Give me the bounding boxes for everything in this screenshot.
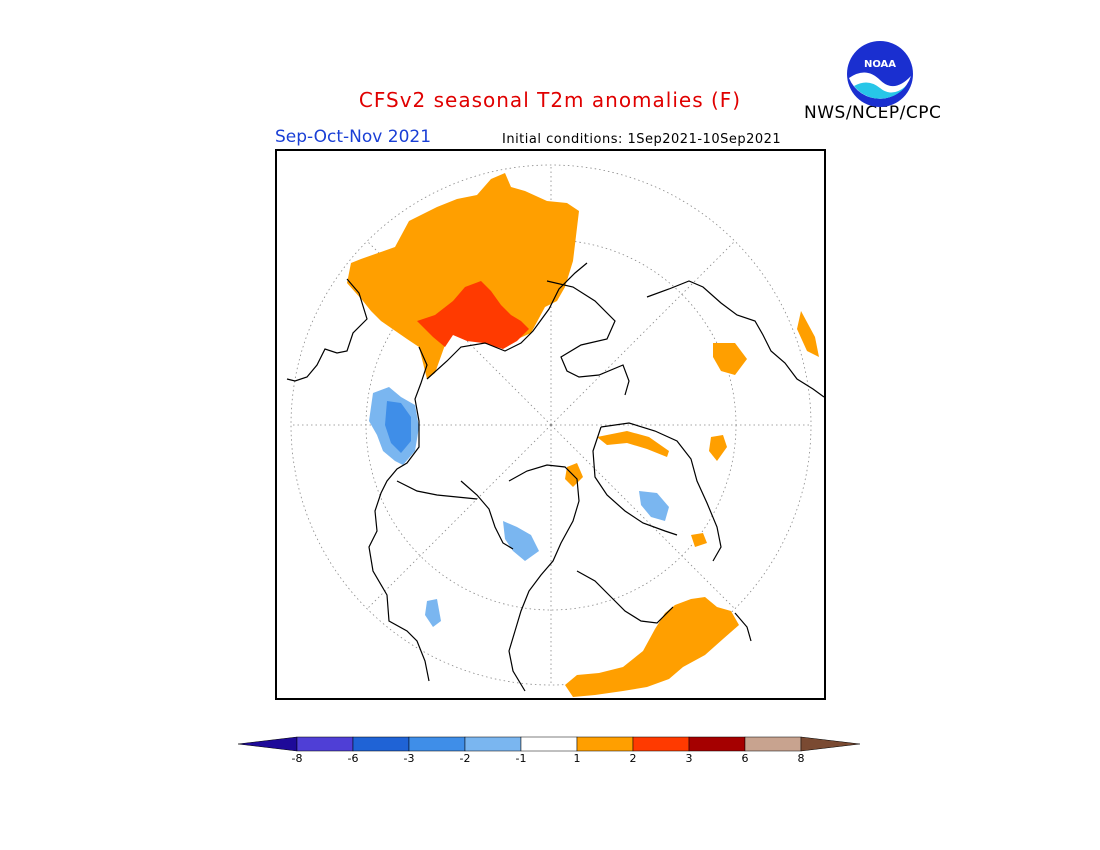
legend-tick-label: -6 — [347, 752, 359, 765]
color-legend — [238, 736, 861, 752]
anomaly-arctic-archipelago-blue — [503, 521, 539, 561]
legend-arrow-low — [238, 736, 298, 752]
chart-title: CFSv2 seasonal T2m anomalies (F) — [358, 88, 742, 112]
anomaly-baffin-orange — [565, 463, 583, 487]
agency-label: NWS/NCEP/CPC — [804, 103, 942, 123]
coastlines — [286, 262, 824, 692]
polar-map — [275, 149, 826, 700]
legend-swatch — [576, 736, 634, 752]
logo-text: NOAA — [864, 59, 896, 70]
anomaly-labrador-orange — [691, 533, 707, 547]
legend-tick-label: 3 — [685, 752, 693, 765]
legend-swatch — [464, 736, 522, 752]
legend-tick-label: 1 — [573, 752, 581, 765]
anomaly-alaska-blue — [425, 599, 441, 627]
legend-swatch — [296, 736, 354, 752]
anomaly-greenland-blue — [639, 491, 669, 521]
anomaly-siberia-blue-core — [385, 401, 411, 453]
legend-tick-label: -2 — [459, 752, 471, 765]
graticule — [290, 164, 812, 686]
noaa-logo-icon: NOAA — [847, 41, 913, 107]
anomaly-north-america-orange — [565, 597, 739, 697]
anomaly-iceland-orange — [709, 435, 727, 461]
legend-swatch — [520, 736, 578, 752]
legend-swatch — [352, 736, 410, 752]
legend-swatch — [688, 736, 746, 752]
legend-tick-label: 2 — [629, 752, 637, 765]
legend-tick-label: 6 — [741, 752, 749, 765]
legend-tick-label: -3 — [403, 752, 415, 765]
legend-swatch — [632, 736, 690, 752]
anomaly-europe-orange — [713, 343, 747, 375]
initial-conditions-label: Initial conditions: 1Sep2021-10Sep2021 — [502, 132, 782, 147]
legend-arrow-high — [800, 736, 861, 752]
anomaly-scandinavia-orange — [797, 311, 819, 357]
legend-tick-label: -1 — [515, 752, 527, 765]
anomaly-eurasia-orange — [347, 173, 579, 379]
legend-tick-label: 8 — [797, 752, 805, 765]
legend-swatch — [744, 736, 802, 752]
legend-tick-label: -8 — [291, 752, 303, 765]
anomaly-siberia-red — [417, 281, 529, 349]
season-label: Sep-Oct-Nov 2021 — [275, 127, 432, 147]
legend-swatch — [408, 736, 466, 752]
anomaly-greenland-orange — [597, 431, 669, 457]
